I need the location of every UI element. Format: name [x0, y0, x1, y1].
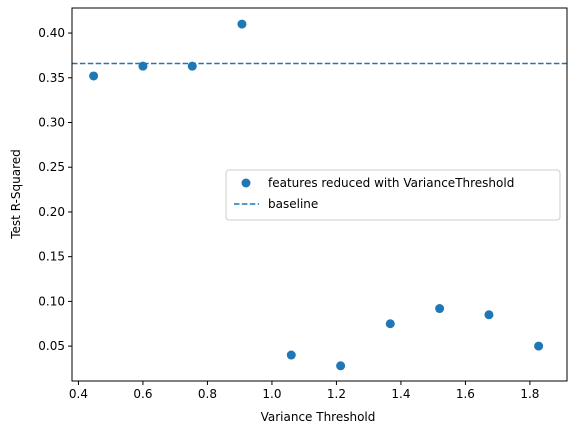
y-axis-ticks: 0.05 0.10 0.15 0.20 0.25 0.30 0.35 0.40: [38, 26, 72, 353]
x-tick-label: 1.4: [391, 387, 410, 401]
legend-label-baseline: baseline: [268, 197, 318, 211]
x-tick-label: 0.6: [133, 387, 152, 401]
y-axis-label: Test R-Squared: [9, 149, 23, 240]
data-point: [435, 304, 445, 314]
legend-label-scatter: features reduced with VarianceThreshold: [268, 176, 514, 190]
y-tick-label: 0.25: [38, 160, 65, 174]
y-tick-label: 0.05: [38, 339, 65, 353]
legend-box: [225, 169, 561, 221]
y-tick-label: 0.10: [38, 294, 65, 308]
x-axis-label: Variance Threshold: [261, 410, 376, 424]
y-tick-label: 0.20: [38, 205, 65, 219]
data-point: [534, 341, 544, 351]
y-tick-label: 0.40: [38, 26, 65, 40]
y-tick-label: 0.35: [38, 71, 65, 85]
data-point: [336, 361, 346, 371]
x-axis-ticks: 0.4 0.6 0.8 1.0 1.2 1.4 1.6 1.8: [69, 381, 539, 401]
data-point: [484, 310, 494, 320]
x-tick-label: 0.8: [198, 387, 217, 401]
y-tick-label: 0.30: [38, 115, 65, 129]
plot-area: [71, 7, 568, 382]
y-tick-label: 0.15: [38, 250, 65, 264]
x-tick-label: 1.8: [520, 387, 539, 401]
plot-frame: [71, 7, 568, 382]
x-tick-label: 0.4: [69, 387, 88, 401]
data-point: [237, 19, 247, 29]
legend-marker-scatter: [241, 178, 251, 188]
data-point: [286, 350, 296, 360]
legend: features reduced with VarianceThreshold b…: [225, 169, 561, 221]
x-tick-label: 1.0: [262, 387, 281, 401]
x-tick-label: 1.2: [327, 387, 346, 401]
data-point: [89, 71, 99, 81]
x-tick-label: 1.6: [456, 387, 475, 401]
data-point: [385, 319, 395, 329]
